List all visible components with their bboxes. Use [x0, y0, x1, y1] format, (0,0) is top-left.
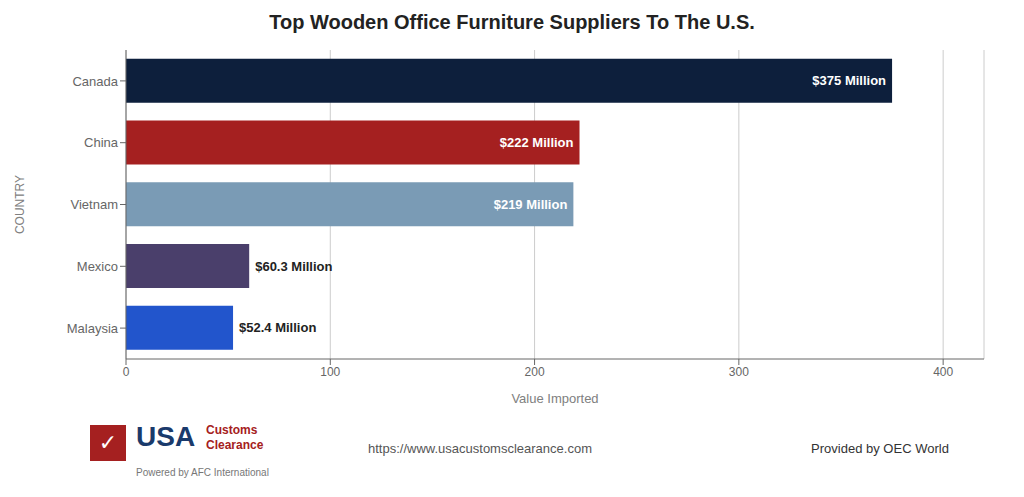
svg-text:300: 300: [729, 365, 749, 379]
svg-text:0: 0: [123, 365, 130, 379]
svg-text:Malaysia: Malaysia: [67, 321, 119, 336]
svg-text:$52.4 Million: $52.4 Million: [239, 320, 316, 335]
html-text:USA: USA: [136, 421, 196, 452]
svg-text:$375 Million: $375 Million: [812, 73, 886, 88]
svg-text:200: 200: [525, 365, 545, 379]
svg-text:$60.3 Million: $60.3 Million: [255, 259, 332, 274]
html-text:Powered by AFC International: Powered by AFC International: [136, 467, 269, 478]
html-text:https://www.usacustomsclearanc: https://www.usacustomsclearance.com: [368, 441, 592, 456]
svg-text:400: 400: [933, 365, 953, 379]
svg-text:Mexico: Mexico: [77, 259, 118, 274]
html-text:Top Wooden Office Furniture Su: Top Wooden Office Furniture Suppliers To…: [269, 11, 755, 33]
svg-text:China: China: [84, 135, 119, 150]
svg-text:100: 100: [320, 365, 340, 379]
svg-text:$222 Million: $222 Million: [500, 135, 574, 150]
svg-text:Canada: Canada: [72, 74, 118, 89]
html-text:Customs Clearance: Customs Clearance: [206, 423, 264, 452]
svg-text:$219 Million: $219 Million: [494, 197, 568, 212]
html-text:Provided by OEC World: Provided by OEC World: [811, 441, 949, 456]
svg-text:Vietnam: Vietnam: [71, 197, 118, 212]
svg-text:Value Imported: Value Imported: [511, 391, 598, 406]
svg-text:COUNTRY: COUNTRY: [13, 175, 27, 234]
